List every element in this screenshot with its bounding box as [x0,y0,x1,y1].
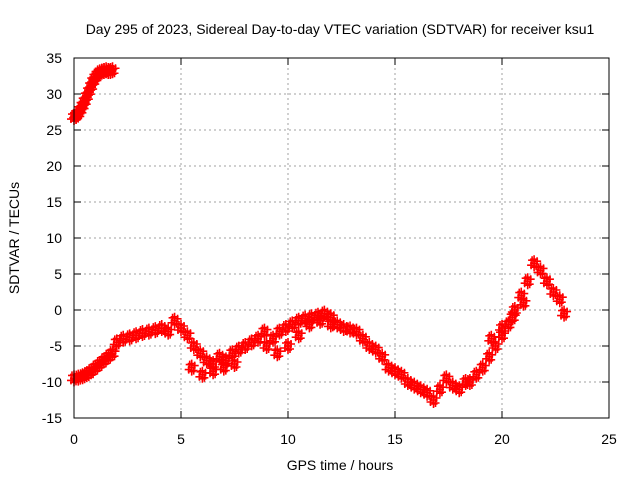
x-tick-label: 25 [601,431,617,447]
grid-lines [74,58,609,418]
chart-title: Day 295 of 2023, Sidereal Day-to-day VTE… [86,21,595,37]
data-point [186,338,201,354]
data-point [557,305,572,322]
data-point [180,327,195,344]
data-point [323,316,338,333]
data-point [520,273,535,290]
data-point [505,309,520,326]
data-point [420,384,435,401]
data-point [206,363,221,380]
data-point [432,381,447,398]
y-axis-label: SDTVAR / TECUs [6,182,22,294]
x-tick-label: 15 [387,431,403,447]
plot-frame [73,57,610,419]
data-point [216,359,231,376]
data-point [482,348,497,365]
data-point [281,338,295,354]
data-point [161,323,176,340]
x-tick-label: 0 [70,431,78,447]
data-point [257,323,272,340]
y-tick-label: -5 [50,338,63,354]
x-tick-label: 5 [177,431,185,447]
data-point [285,316,300,333]
x-tick-label: 10 [280,431,296,447]
y-tick-label: 25 [46,122,62,138]
data-point [495,320,509,336]
data-point [394,366,409,383]
data-point [539,273,554,290]
y-tick-label: 0 [54,302,62,318]
data-point [154,320,169,336]
data-points [67,62,572,408]
data-point [184,359,199,376]
y-tick-label: -10 [42,374,62,390]
data-point [475,359,490,376]
data-point [439,370,454,387]
data-point [484,330,499,347]
data-point [313,312,328,329]
data-point [375,348,390,365]
data-point [516,294,531,311]
data-point [105,62,120,79]
data-point [195,366,210,383]
data-point [533,262,548,279]
data-point [355,330,370,347]
data-point [291,327,306,344]
x-tick-label: 20 [494,431,510,447]
data-point [167,312,182,329]
data-point [527,255,542,272]
y-tick-label: 20 [46,158,62,174]
y-tick-label: 5 [54,266,62,282]
data-point [193,345,208,362]
y-tick-labels: -15 -10 -5 0 5 10 15 20 25 30 35 [42,50,62,426]
data-point [227,356,242,372]
y-tick-label: -15 [42,410,62,426]
y-tick-label: 35 [46,50,62,66]
data-point [105,345,120,362]
y-tick-label: 10 [46,230,62,246]
x-axis-label: GPS time / hours [287,457,394,473]
data-point [552,291,567,308]
y-tick-label: 30 [46,86,62,102]
y-tick-label: 15 [46,194,62,210]
data-point [270,345,285,362]
x-tick-labels: 0 5 10 15 20 25 [70,431,617,447]
data-point [302,316,317,333]
data-point [426,392,441,408]
